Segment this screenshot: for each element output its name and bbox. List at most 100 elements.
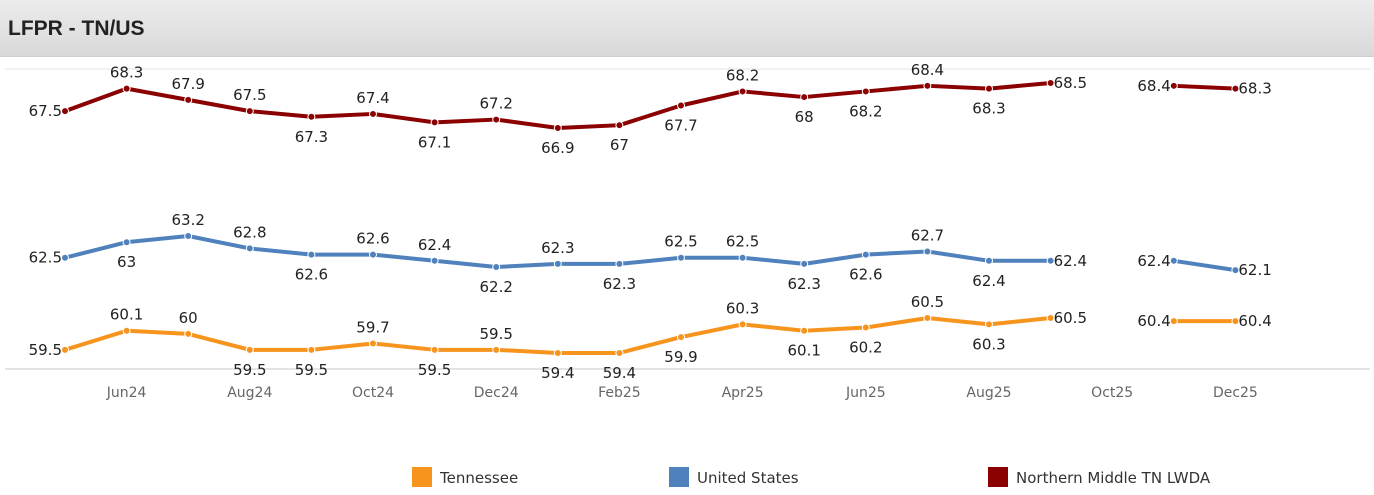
data-point — [800, 326, 809, 335]
data-point — [61, 107, 69, 116]
data-label: 62.6 — [356, 230, 389, 248]
data-label: 67.9 — [171, 75, 204, 93]
series-line — [1171, 83, 1238, 91]
data-label: 62.2 — [479, 278, 512, 296]
x-tick-label: Aug24 — [227, 385, 272, 401]
x-tick-label: Oct24 — [352, 385, 394, 401]
data-label: 60.2 — [849, 339, 882, 357]
data-label: 59.9 — [664, 348, 697, 366]
data-point — [307, 112, 316, 121]
data-label: 67.3 — [295, 128, 328, 146]
data-label: 60.1 — [110, 306, 143, 324]
data-point — [1231, 266, 1240, 275]
data-point — [492, 263, 501, 271]
data-label: 59.5 — [233, 361, 266, 379]
series-line — [63, 81, 1053, 130]
data-label: 68.3 — [972, 100, 1005, 118]
data-label: 60.5 — [1054, 309, 1087, 327]
data-point — [861, 323, 870, 332]
data-label: 67.4 — [356, 89, 389, 107]
data-label: 67.5 — [29, 102, 62, 120]
data-label: 62.4 — [418, 236, 451, 254]
data-label: 62.4 — [972, 272, 1005, 290]
x-tick-label: Apr25 — [722, 385, 764, 401]
data-label: 60.1 — [787, 342, 820, 360]
data-point — [677, 101, 685, 110]
data-point — [553, 124, 562, 132]
data-point — [492, 115, 501, 124]
data-label: 62.5 — [29, 249, 62, 267]
data-point — [1231, 317, 1240, 326]
data-point — [1169, 81, 1178, 90]
legend-swatch — [412, 467, 432, 487]
data-label: 62.3 — [541, 239, 574, 257]
data-label: 68.3 — [1238, 80, 1271, 98]
data-label: 62.8 — [233, 223, 266, 241]
data-label: 60.3 — [972, 335, 1005, 353]
data-label: 67.7 — [664, 117, 697, 135]
data-point — [1169, 256, 1178, 265]
data-point — [738, 320, 747, 329]
data-label: 67 — [610, 136, 629, 154]
data-label: 68.2 — [726, 66, 759, 84]
data-label: 62.1 — [1238, 261, 1271, 279]
data-label: 62.5 — [726, 233, 759, 251]
data-label: 60.3 — [726, 299, 759, 317]
x-tick-label: Jun25 — [845, 385, 886, 401]
chart-header: LFPR - TN/US — [0, 0, 1374, 57]
data-label: 68.5 — [1054, 74, 1087, 92]
data-point — [861, 87, 870, 96]
data-label: 59.4 — [541, 364, 574, 382]
x-tick-label: Dec24 — [474, 385, 519, 401]
data-label: 62.6 — [295, 266, 328, 284]
data-point — [245, 244, 254, 253]
data-label: 59.5 — [29, 341, 62, 359]
data-point — [369, 109, 377, 118]
data-point — [553, 259, 562, 268]
data-point — [245, 107, 254, 116]
data-point — [122, 238, 131, 247]
data-label: 59.7 — [356, 318, 389, 336]
series-line — [63, 316, 1053, 355]
data-label: 60.5 — [911, 293, 944, 311]
legend-label: United States — [697, 469, 799, 487]
data-point — [677, 253, 685, 262]
data-point — [615, 121, 624, 130]
data-point — [677, 333, 685, 342]
data-point — [307, 250, 316, 259]
data-point — [800, 93, 809, 102]
data-label: 62.6 — [849, 266, 882, 284]
legend-swatch — [988, 467, 1008, 487]
data-label: 59.5 — [295, 361, 328, 379]
data-label: 67.2 — [479, 95, 512, 113]
data-label: 68.4 — [911, 61, 944, 79]
data-point — [923, 247, 932, 256]
data-point — [430, 345, 439, 354]
data-point — [369, 250, 377, 259]
data-label: 63 — [117, 253, 136, 271]
data-label: 62.3 — [603, 275, 636, 293]
data-point — [430, 256, 439, 265]
data-label: 66.9 — [541, 139, 574, 157]
data-point — [800, 259, 809, 268]
data-point — [369, 339, 377, 348]
data-label: 62.7 — [911, 227, 944, 245]
legend-label: Tennessee — [439, 469, 518, 487]
x-tick-label: Aug25 — [966, 385, 1011, 401]
data-label: 59.5 — [418, 361, 451, 379]
data-point — [985, 84, 993, 93]
data-label: 68.4 — [1137, 77, 1170, 95]
data-point — [245, 345, 254, 354]
data-point — [738, 253, 747, 262]
data-point — [1046, 79, 1055, 87]
data-label: 68 — [795, 108, 814, 126]
data-point — [61, 253, 69, 262]
data-point — [923, 81, 932, 90]
data-label: 60 — [179, 309, 198, 327]
data-label: 67.5 — [233, 86, 266, 104]
data-point — [985, 256, 993, 265]
x-tick-label: Oct25 — [1091, 385, 1133, 401]
data-point — [184, 95, 193, 104]
x-tick-label: Jun24 — [106, 385, 147, 401]
data-label: 67.1 — [418, 133, 451, 151]
